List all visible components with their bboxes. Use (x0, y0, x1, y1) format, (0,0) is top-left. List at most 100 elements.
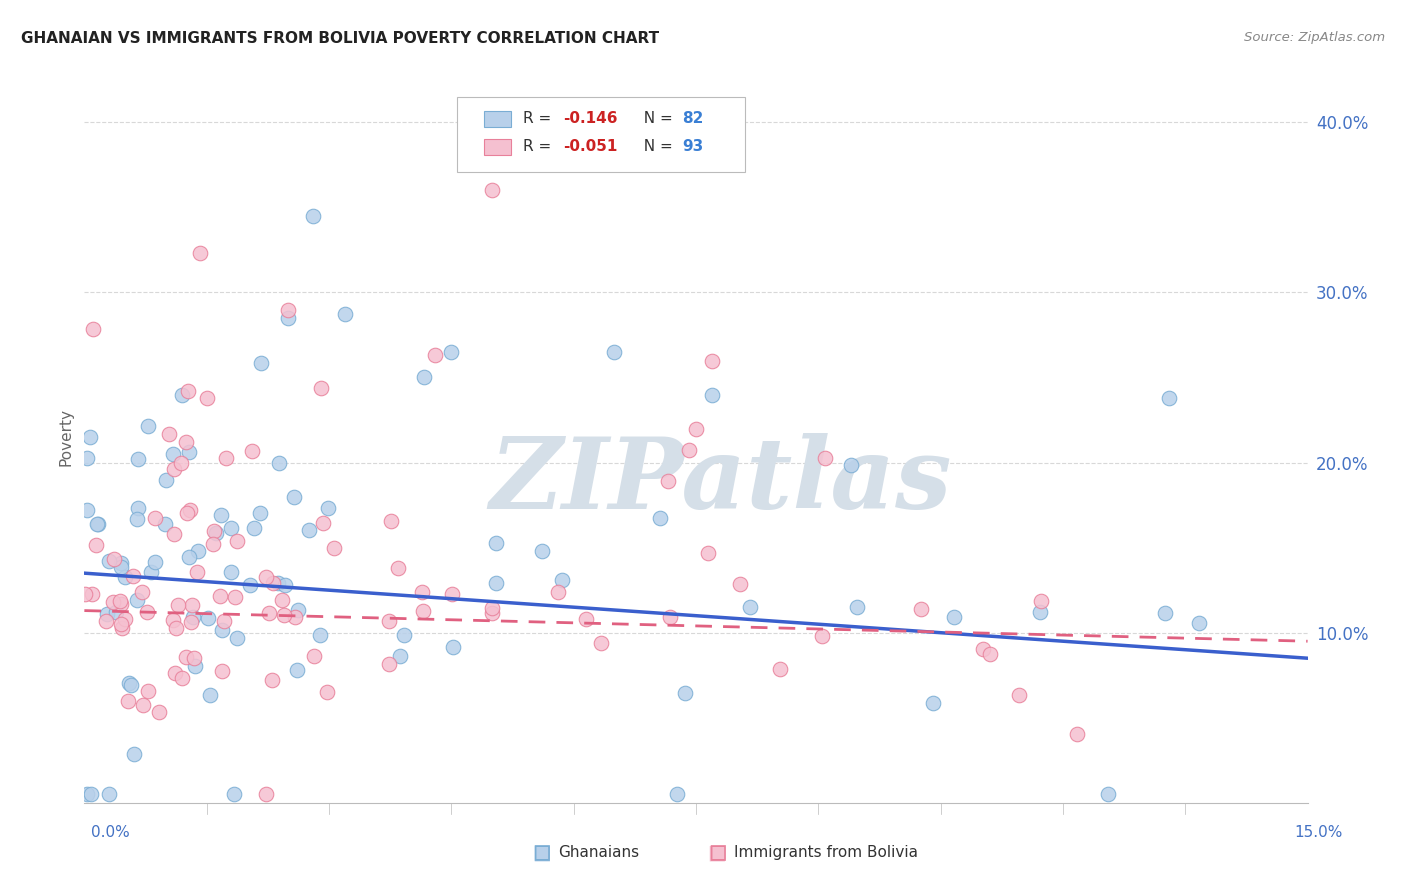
Point (301, 209, 323, 223)
Point (603, 345, 626, 359)
Point (76, 503, 98, 517)
Point (174, 649, 197, 664)
Text: 15.0%: 15.0% (1295, 825, 1343, 839)
Point (122, 747, 145, 761)
Point (378, 657, 401, 671)
Point (143, 510, 166, 524)
Point (315, 684, 337, 698)
Point (250, 356, 273, 370)
Y-axis label: Poverty: Poverty (58, 408, 73, 467)
Point (86, 516, 108, 531)
Point (423, 348, 446, 362)
Point (440, 345, 463, 359)
Point (110, 560, 132, 574)
Point (243, 520, 266, 534)
Point (153, 516, 176, 531)
Point (1029, 605, 1052, 619)
Point (658, 610, 681, 624)
Text: -0.146: -0.146 (562, 112, 617, 127)
Point (249, 507, 271, 521)
Point (177, 445, 200, 459)
Text: R =: R = (523, 112, 557, 127)
Point (387, 561, 409, 575)
Point (110, 597, 132, 611)
Point (1097, 787, 1119, 801)
Point (209, 508, 232, 523)
Point (254, 787, 277, 801)
Point (79, 430, 101, 444)
Point (177, 549, 200, 564)
Point (591, 636, 613, 650)
Point (810, 629, 832, 643)
Point (283, 490, 305, 504)
Point (222, 787, 245, 801)
Point (197, 611, 219, 625)
Point (1008, 688, 1031, 702)
Point (657, 474, 679, 488)
Point (181, 609, 204, 624)
Text: Immigrants from Bolivia: Immigrants from Bolivia (734, 846, 918, 860)
Point (125, 512, 148, 526)
Point (87, 517, 110, 532)
Text: ZIPatlas: ZIPatlas (489, 433, 952, 529)
Point (176, 384, 198, 398)
Point (277, 302, 299, 317)
Point (176, 507, 198, 521)
FancyBboxPatch shape (457, 97, 745, 171)
Point (269, 456, 291, 470)
Point (165, 621, 187, 635)
Point (136, 419, 159, 434)
Point (413, 370, 436, 384)
Point (155, 473, 177, 487)
Point (97, 554, 120, 568)
Point (531, 543, 554, 558)
Point (198, 688, 221, 702)
Point (551, 573, 574, 587)
Point (846, 600, 869, 615)
Point (225, 631, 247, 645)
Point (204, 525, 226, 540)
Point (179, 503, 201, 517)
Point (485, 535, 508, 549)
Point (97, 787, 120, 801)
Point (685, 421, 707, 435)
Point (80, 587, 103, 601)
Point (1188, 615, 1211, 630)
Point (481, 607, 503, 621)
Point (547, 585, 569, 599)
Point (412, 604, 434, 618)
Point (183, 651, 205, 665)
Point (813, 451, 835, 466)
Point (180, 598, 202, 612)
Text: GHANAIAN VS IMMIGRANTS FROM BOLIVIA POVERTY CORRELATION CHART: GHANAIAN VS IMMIGRANTS FROM BOLIVIA POVE… (21, 31, 659, 46)
Point (224, 591, 246, 605)
Point (186, 566, 208, 580)
Point (485, 576, 508, 591)
Point (162, 447, 184, 461)
Point (117, 694, 139, 708)
Point (298, 523, 321, 537)
Point (225, 534, 247, 549)
Point (304, 648, 326, 663)
Point (212, 614, 235, 628)
Point (440, 586, 463, 600)
Point (378, 614, 401, 628)
Point (143, 555, 166, 569)
Point (82, 322, 104, 336)
Point (1154, 607, 1177, 621)
Point (114, 612, 136, 626)
Point (287, 602, 309, 616)
Point (120, 677, 142, 691)
Point (184, 659, 207, 673)
Text: 93: 93 (682, 139, 704, 154)
FancyBboxPatch shape (484, 138, 512, 154)
Point (101, 594, 124, 608)
Point (312, 516, 335, 530)
Point (1031, 594, 1053, 608)
Point (127, 451, 149, 466)
Point (132, 698, 155, 712)
Point (254, 570, 277, 584)
Point (127, 501, 149, 516)
Point (1157, 391, 1180, 405)
Point (202, 524, 225, 539)
